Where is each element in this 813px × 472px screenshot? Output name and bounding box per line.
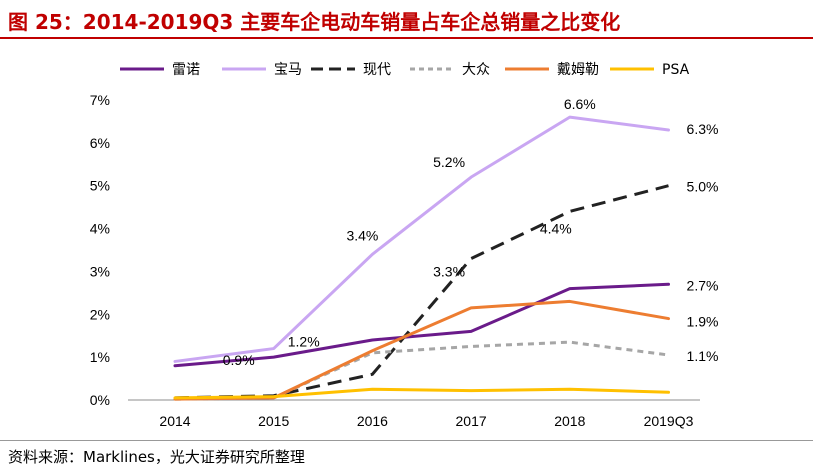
data-label: 1.1% (687, 348, 719, 364)
data-label: 6.6% (564, 96, 596, 112)
legend-label: 宝马 (274, 62, 302, 78)
y-tick-label: 2% (90, 306, 110, 322)
x-tick-label: 2017 (456, 413, 487, 429)
data-labels: 0.9% 1.2% 3.4% 5.2% 6.6% 6.3% 3.3% 4.4% 5.0% 2.7%… (223, 96, 719, 368)
series-line-1 (173, 115, 670, 363)
chart-axes: 0% 1% 2% 3% 4% 5% 6% 7% 2014 2015 2016 2017 2018 2019… (90, 92, 700, 429)
title-divider (0, 37, 813, 39)
x-tick-label: 2018 (554, 413, 585, 429)
legend-label: 现代 (363, 62, 391, 78)
chart-legend: 雷诺 宝马 现代 大众 戴姆勒 PSA (120, 62, 690, 78)
data-label: 4.4% (540, 220, 572, 236)
data-label: 1.9% (687, 314, 719, 330)
source-divider (0, 440, 813, 441)
y-tick-label: 5% (90, 178, 110, 194)
data-label: 6.3% (687, 121, 719, 137)
series-line-5 (173, 387, 670, 400)
source-note: 资料来源：Marklines，光大证券研究所整理 (8, 448, 305, 466)
data-label: 0.9% (223, 352, 255, 368)
data-label: 3.4% (346, 227, 378, 243)
legend-label: 戴姆勒 (557, 62, 599, 78)
x-tick-label: 2019Q3 (644, 413, 694, 429)
legend-label: PSA (662, 62, 690, 78)
y-tick-label: 4% (90, 221, 110, 237)
series-line-2 (174, 184, 669, 400)
y-tick-label: 7% (90, 92, 110, 108)
figure-title: 图 25：2014-2019Q3 主要车企电动车销量占车企总销量之比变化 (8, 10, 621, 34)
y-tick-label: 6% (90, 135, 110, 151)
x-tick-label: 2014 (159, 413, 190, 429)
data-label: 1.2% (288, 334, 320, 350)
y-tick-label: 1% (90, 349, 110, 365)
x-tick-label: 2015 (258, 413, 289, 429)
data-label: 2.7% (687, 277, 719, 293)
legend-label: 雷诺 (172, 62, 200, 78)
y-tick-label: 0% (90, 392, 110, 408)
series-line-0 (173, 282, 670, 368)
data-label: 5.2% (433, 154, 465, 170)
x-tick-label: 2016 (357, 413, 388, 429)
line-chart: 雷诺 宝马 现代 大众 戴姆勒 PSA 0% 1% 2% 3% 4% 5% 6% 7% 2014 2015 2… (90, 62, 719, 429)
y-tick-label: 3% (90, 263, 110, 279)
legend-label: 大众 (462, 62, 490, 78)
data-label: 3.3% (433, 264, 465, 280)
data-label: 5.0% (687, 179, 719, 195)
plot-area (173, 115, 670, 401)
